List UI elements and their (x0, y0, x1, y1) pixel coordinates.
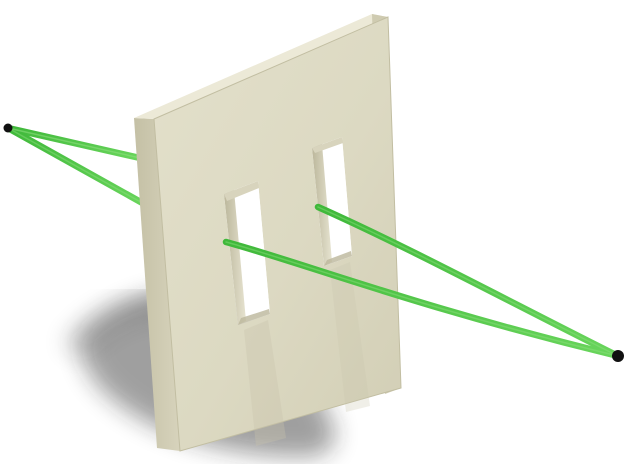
rope-front-segments (222, 203, 622, 360)
right-slit (312, 137, 352, 266)
endpoints (3, 123, 624, 362)
rope-back-segments (4, 124, 150, 209)
panel-shading (244, 262, 370, 446)
right-endpoint (612, 350, 624, 362)
left-slit (224, 181, 270, 325)
left-endpoint (3, 123, 13, 133)
panel-front (153, 16, 402, 452)
